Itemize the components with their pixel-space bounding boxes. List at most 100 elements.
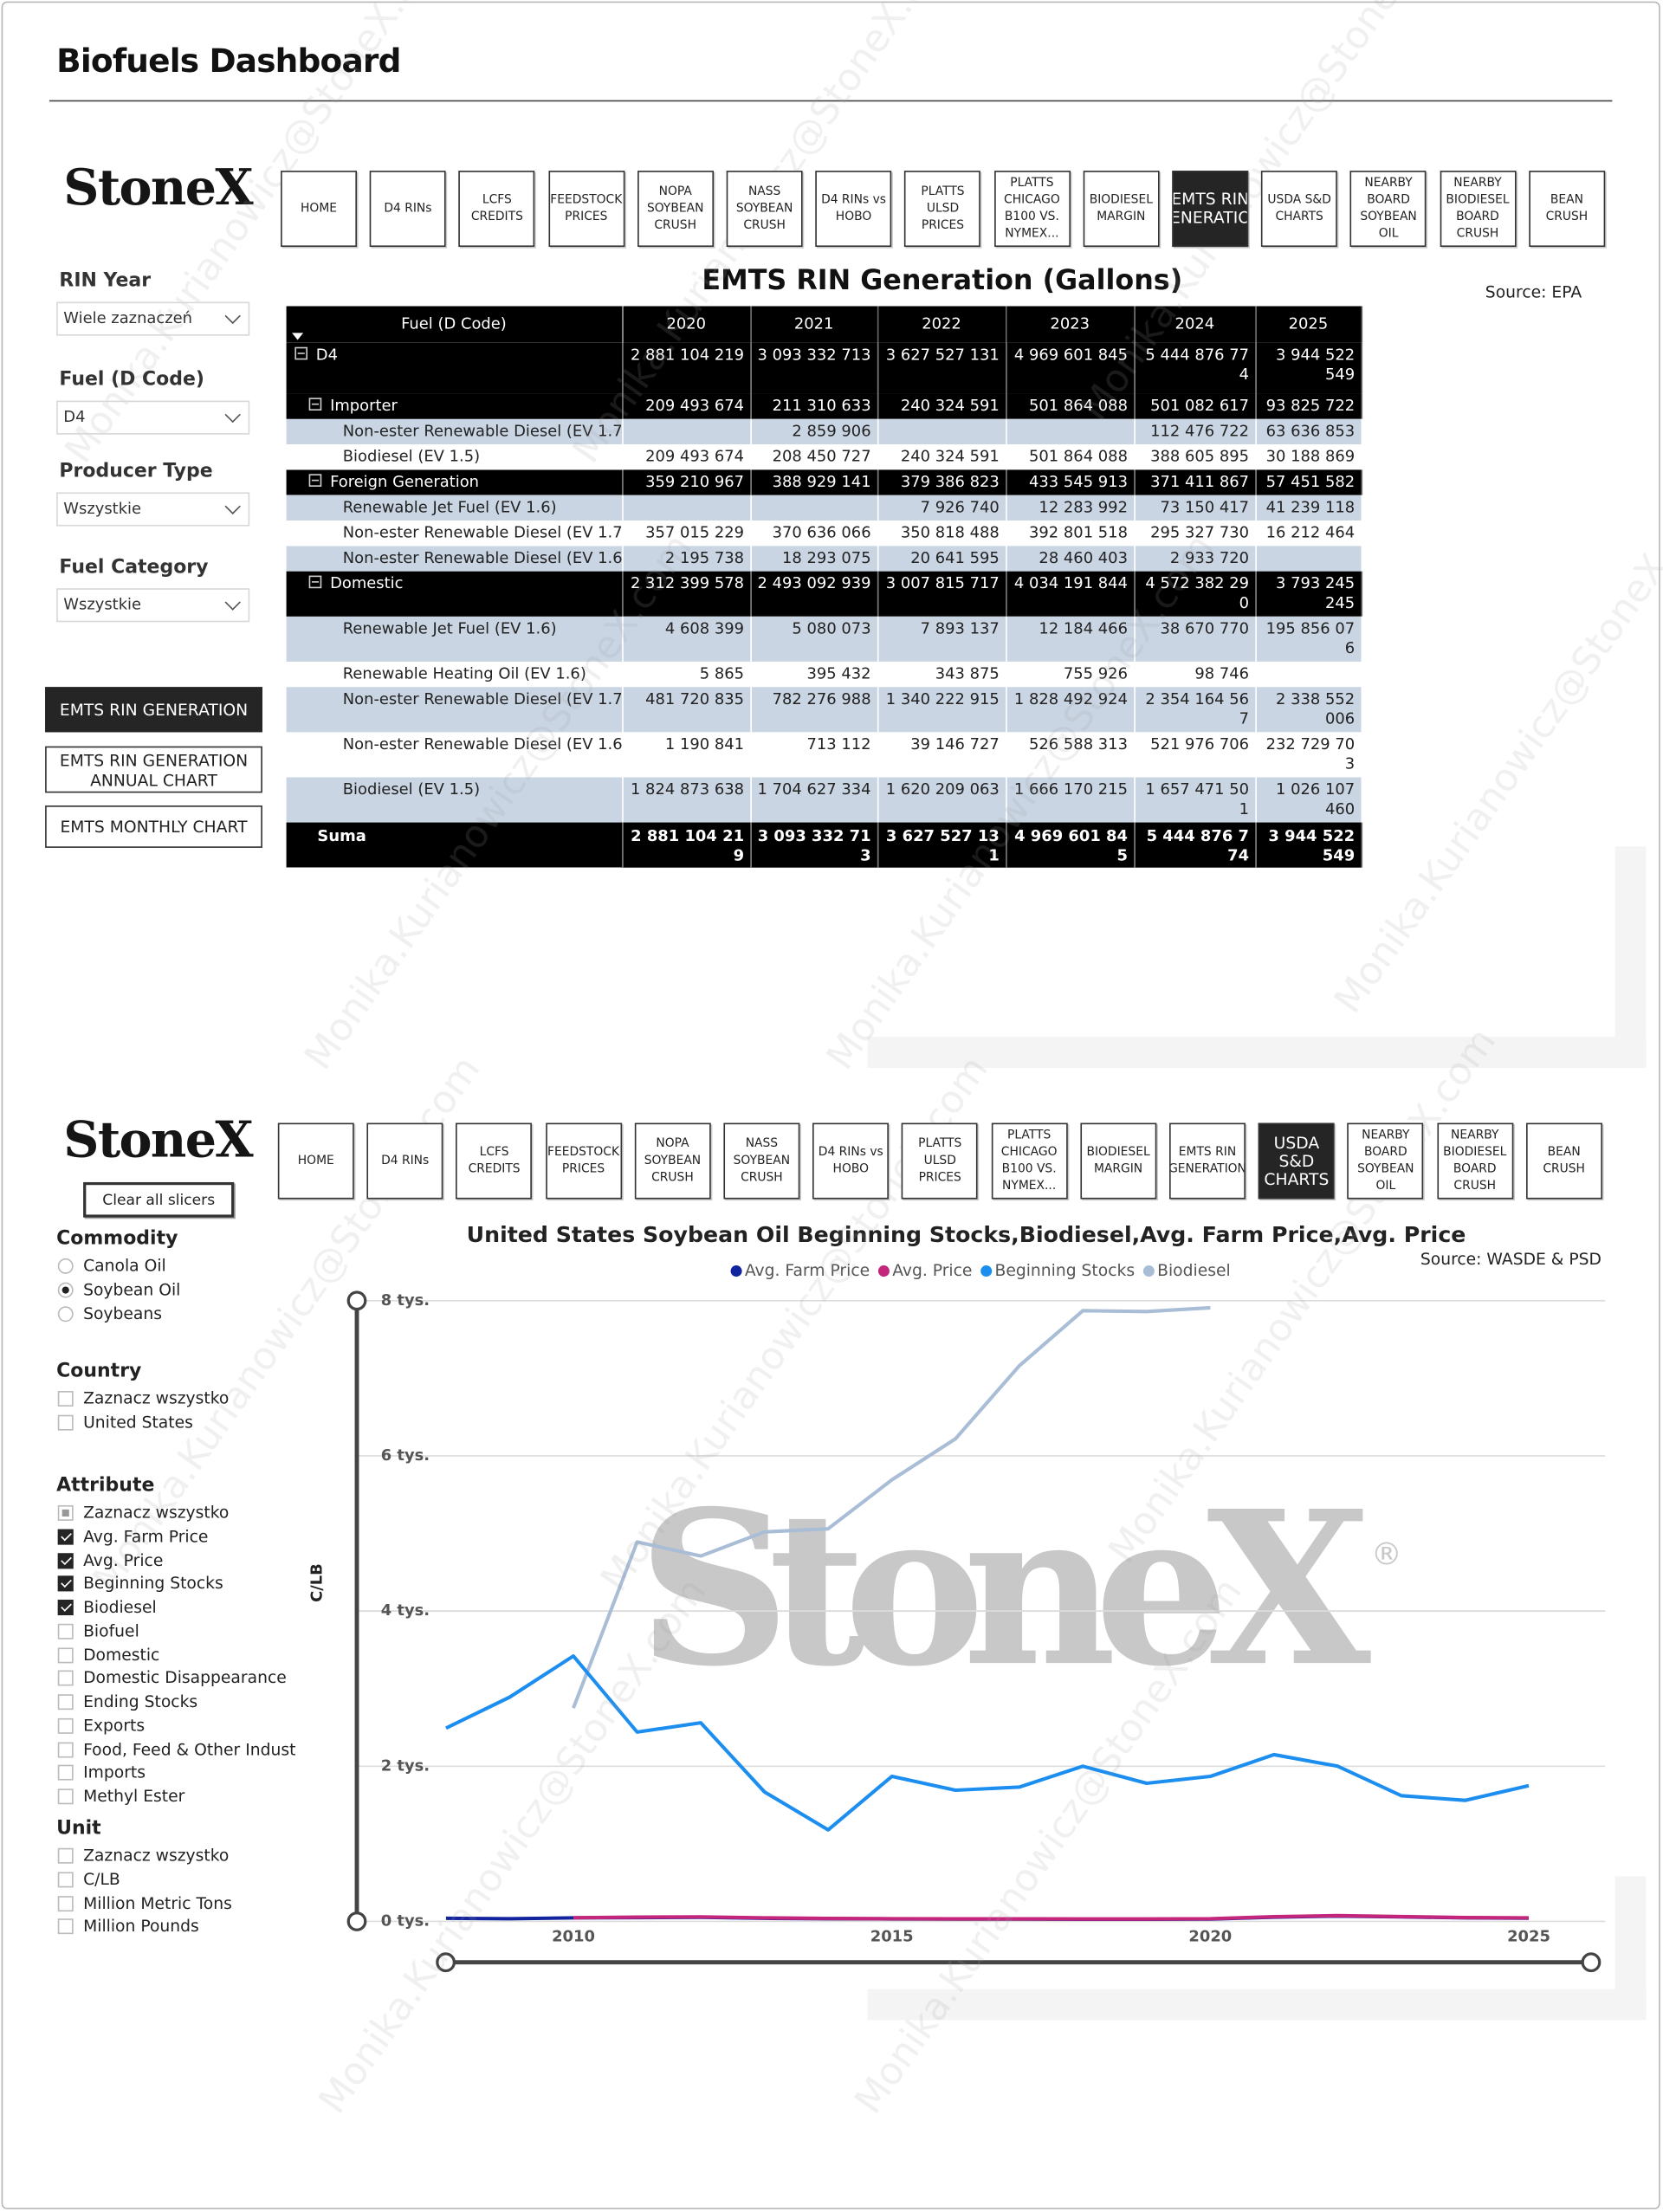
nav-button[interactable]: LCFS CREDITS	[458, 171, 535, 248]
filter-option[interactable]: C/LB	[56, 1867, 296, 1892]
filter-option[interactable]: Canola Oil	[56, 1254, 296, 1278]
nav-button[interactable]: NEARBY BIODIESEL BOARD CRUSH	[1436, 1122, 1513, 1200]
slicer-dropdown[interactable]: Wszystkie	[56, 492, 250, 527]
option-box	[57, 1504, 74, 1521]
slicer-label: Fuel (D Code)	[59, 368, 204, 391]
nav-button[interactable]: HOME	[277, 1122, 354, 1200]
filter-option[interactable]: Soybean Oil	[56, 1277, 296, 1302]
filter-option[interactable]: Biofuel	[56, 1619, 296, 1643]
nav-button[interactable]: D4 RINs vs HOBO	[815, 171, 892, 248]
sort-icon	[292, 333, 304, 340]
slicer-dropdown[interactable]: Wiele zaznaczeń	[56, 301, 250, 336]
row-label: Biodiesel (EV 1.5)	[286, 777, 623, 823]
nav-button[interactable]: BIODIESEL MARGIN	[1080, 1122, 1157, 1200]
nav-button[interactable]: BIODIESEL MARGIN	[1083, 171, 1160, 248]
nav-button[interactable]: NASS SOYBEAN CRUSH	[723, 1122, 800, 1200]
nav-button[interactable]: PLATTS ULSD PRICES	[902, 1122, 979, 1200]
page-button[interactable]: EMTS RIN GENERATION ANNUAL CHART	[45, 746, 262, 793]
nav-button[interactable]: BEAN CRUSH	[1525, 1122, 1602, 1200]
nav-button[interactable]: EMTS RIN GENERATION	[1172, 171, 1249, 248]
nav-button[interactable]: EMTS RIN GENERATION	[1169, 1122, 1246, 1200]
slicer-dropdown[interactable]: D4	[56, 400, 250, 435]
filter-option[interactable]: Avg. Price	[56, 1549, 296, 1573]
table-cell: 1 666 170 215	[1006, 777, 1136, 823]
nav-button[interactable]: PLATTS CHICAGO B100 VS. NYMEX...	[991, 1122, 1068, 1200]
nav-button[interactable]: NEARBY BOARD SOYBEAN OIL	[1350, 171, 1427, 248]
cell-text: 1 657 471 501	[1145, 779, 1250, 818]
nav-button[interactable]: USDA S&D CHARTS	[1261, 171, 1338, 248]
filter-option[interactable]: Ending Stocks	[56, 1690, 296, 1714]
cell-text: Non-ester Renewable Diesel (EV 1.7)	[342, 689, 623, 708]
nav-button[interactable]: NEARBY BOARD SOYBEAN OIL	[1347, 1122, 1424, 1200]
table-cell: 2 881 104 219	[622, 342, 752, 394]
table-cell: 3 627 527 131	[877, 342, 1006, 394]
cell-text: Non-ester Renewable Diesel (EV 1.6)	[342, 734, 623, 754]
table-cell: 3 007 815 717	[877, 571, 1006, 617]
table-cell: 782 276 988	[750, 687, 878, 733]
filter-option[interactable]: Beginning Stocks	[56, 1572, 296, 1596]
filter-option[interactable]: United States	[56, 1410, 296, 1434]
nav-button[interactable]: FEEDSTOCK PRICES	[547, 171, 624, 248]
table-cell: 3 944 522 549	[1255, 822, 1362, 868]
cell-text: 2 881 104 219	[630, 346, 745, 365]
option-label: Ending Stocks	[83, 1691, 198, 1711]
filter-option[interactable]: Avg. Farm Price	[56, 1524, 296, 1549]
nav-button[interactable]: NASS SOYBEAN CRUSH	[726, 171, 803, 248]
y-tick-label: 8 tys.	[381, 1291, 430, 1310]
filter-option[interactable]: Biodiesel	[56, 1595, 296, 1620]
filter-option[interactable]: Zaznacz wszystko	[56, 1501, 296, 1525]
filter-option[interactable]: Million Pounds	[56, 1915, 296, 1939]
clear-slicers-button[interactable]: Clear all slicers	[83, 1181, 235, 1218]
x-tick-label: 2025	[1507, 1927, 1550, 1945]
table-row: Non-ester Renewable Diesel (EV 1.6) 1 190…	[286, 732, 1362, 778]
cell-text: 3 793 245 245	[1276, 573, 1356, 612]
legend-marker	[730, 1265, 742, 1277]
nav-button[interactable]: LCFS CREDITS	[456, 1122, 533, 1200]
nav-button[interactable]: D4 RINs vs HOBO	[812, 1122, 890, 1200]
nav-button[interactable]: HOME	[281, 171, 358, 248]
row-label: D4	[286, 342, 623, 394]
nav-button[interactable]: NEARBY BIODIESEL BOARD CRUSH	[1440, 171, 1516, 248]
option-box	[57, 1918, 74, 1935]
nav-button[interactable]: D4 RINs	[369, 171, 446, 248]
cell-text: 2 195 738	[664, 548, 745, 567]
nav-button[interactable]: NOPA SOYBEAN CRUSH	[634, 1122, 711, 1200]
nav-button[interactable]: BEAN CRUSH	[1528, 171, 1605, 248]
option-label: Zaznacz wszystko	[83, 1845, 230, 1866]
filter-option[interactable]: Food, Feed & Other Industria	[56, 1737, 296, 1762]
filter-option[interactable]: Domestic	[56, 1643, 296, 1667]
nav-button[interactable]: NOPA SOYBEAN CRUSH	[637, 171, 714, 248]
nav-button[interactable]: D4 RINs	[366, 1122, 443, 1200]
table-cell: 433 545 913	[1006, 469, 1136, 495]
option-label: Canola Oil	[83, 1255, 166, 1276]
nav-button[interactable]: PLATTS CHICAGO B100 VS. NYMEX...	[993, 171, 1071, 248]
page-button[interactable]: EMTS RIN GENERATION	[45, 687, 262, 733]
column-header: Fuel (D Code)	[286, 306, 623, 343]
filter-option[interactable]: Zaznacz wszystko	[56, 1844, 296, 1868]
filter-option[interactable]: Domestic Disappearance	[56, 1666, 296, 1691]
table-cell: 388 605 895	[1134, 444, 1257, 470]
nav-button[interactable]: USDA S&D CHARTS	[1258, 1122, 1335, 1200]
nav-button[interactable]: FEEDSTOCK PRICES	[545, 1122, 622, 1200]
option-box	[57, 1391, 74, 1407]
column-header: 2025	[1255, 306, 1362, 343]
filter-option[interactable]: Zaznacz wszystko	[56, 1387, 296, 1411]
filter-option[interactable]: Imports	[56, 1761, 296, 1785]
slider-handle	[436, 1952, 456, 1973]
filter-option[interactable]: Exports	[56, 1714, 296, 1738]
slicer-dropdown[interactable]: Wszystkie	[56, 588, 250, 623]
expand-icon	[294, 346, 308, 360]
cell-text: Importer	[330, 396, 398, 415]
option-label: C/LB	[83, 1868, 120, 1889]
cell-text: 343 875	[935, 664, 1000, 683]
table-row: Renewable Jet Fuel (EV 1.6) 4 608 399 5 08…	[286, 616, 1362, 662]
page-button[interactable]: EMTS MONTHLY CHART	[45, 805, 262, 848]
nav-button[interactable]: PLATTS ULSD PRICES	[904, 171, 981, 248]
option-box	[57, 1694, 74, 1711]
option-box	[57, 1895, 74, 1911]
filter-option[interactable]: Million Metric Tons	[56, 1891, 296, 1915]
filter-option[interactable]: Methyl Ester	[56, 1784, 296, 1808]
option-label: Million Metric Tons	[83, 1892, 232, 1912]
filter-option[interactable]: Soybeans	[56, 1302, 296, 1326]
